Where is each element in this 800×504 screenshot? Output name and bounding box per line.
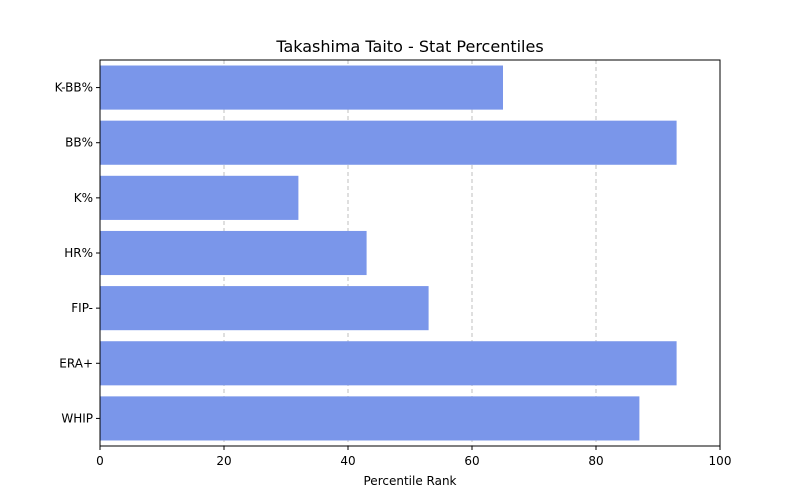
- y-tick-label: HR%: [64, 246, 93, 260]
- x-axis: 0 20 40 60 80 100: [96, 446, 731, 468]
- bar: [100, 175, 299, 220]
- bar: [100, 286, 429, 331]
- y-axis: K-BB% BB% K% HR% FIP- ERA+ WHIP: [55, 81, 100, 425]
- bar: [100, 341, 677, 386]
- y-tick-label: WHIP: [61, 411, 93, 425]
- y-tick-label: FIP-: [71, 301, 93, 315]
- bar: [100, 65, 503, 110]
- bar: [100, 396, 640, 441]
- y-tick-label: K%: [74, 191, 93, 205]
- bar: [100, 230, 367, 276]
- bar: [100, 120, 677, 165]
- y-tick-label: ERA+: [59, 356, 93, 370]
- chart-title: Takashima Taito - Stat Percentiles: [275, 37, 543, 56]
- x-tick-label: 0: [96, 454, 104, 468]
- bars-layer: [100, 65, 677, 441]
- y-tick-label: BB%: [65, 136, 93, 150]
- x-tick-label: 60: [464, 454, 479, 468]
- x-tick-label: 20: [216, 454, 231, 468]
- x-tick-label: 100: [709, 454, 732, 468]
- x-tick-label: 40: [340, 454, 355, 468]
- y-tick-label: K-BB%: [55, 81, 93, 95]
- x-axis-label: Percentile Rank: [364, 474, 457, 488]
- x-tick-label: 80: [588, 454, 603, 468]
